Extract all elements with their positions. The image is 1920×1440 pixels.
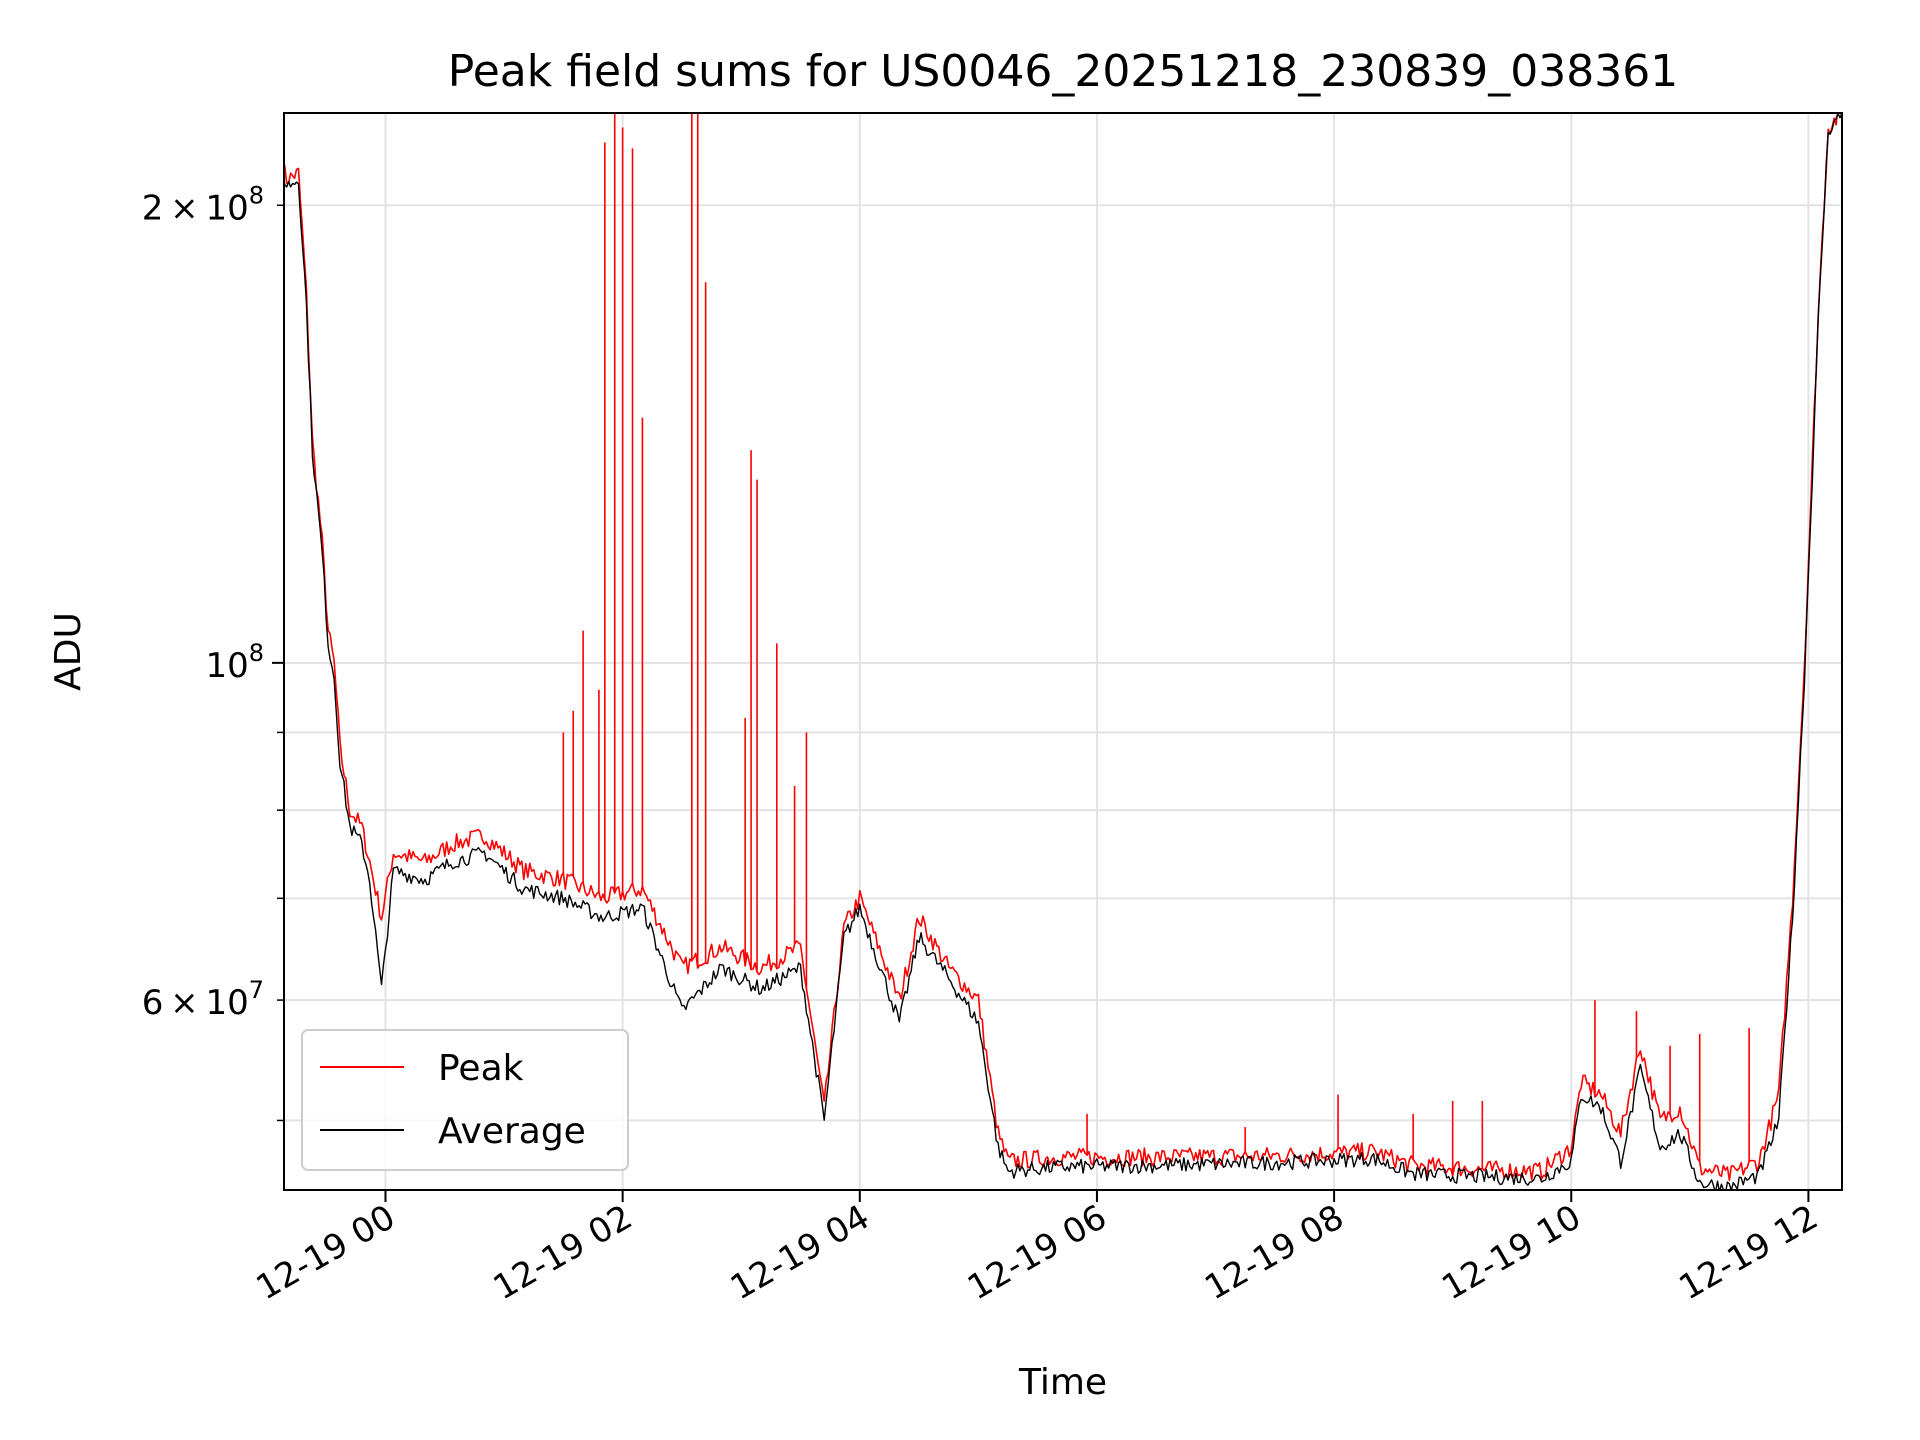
y-tick-label-exponent: 8 (249, 181, 264, 209)
y-minor-tick-label: 2 × 108 (142, 181, 264, 228)
y-tick-label-base: 10 (205, 646, 248, 686)
chart-title: Peak field sums for US0046_20251218_2308… (448, 46, 1678, 97)
x-axis-label: Time (1018, 1362, 1107, 1403)
series-line-average (284, 113, 1842, 1190)
y-axis-label: ADU (48, 612, 89, 691)
y-tick-label-times: × 10 (163, 983, 248, 1023)
y-tick-label-mantissa: 2 (142, 188, 164, 228)
y-tick-label-times: × 10 (163, 188, 248, 228)
y-tick-label: 108 (205, 639, 264, 686)
legend-box (301, 1029, 629, 1171)
y-tick-label-exponent: 8 (249, 639, 264, 667)
legend-label-peak: Peak (438, 1048, 524, 1089)
y-tick-label-exponent: 7 (249, 976, 264, 1004)
plot-frame (283, 112, 1843, 1191)
y-tick-label-mantissa: 6 (142, 983, 164, 1023)
series-line-peak (284, 113, 1842, 1182)
y-minor-tick-label: 6 × 107 (142, 976, 264, 1023)
legend: Peak Average (301, 1029, 629, 1171)
legend-label-average: Average (438, 1111, 586, 1152)
series-layer (284, 113, 1842, 1190)
